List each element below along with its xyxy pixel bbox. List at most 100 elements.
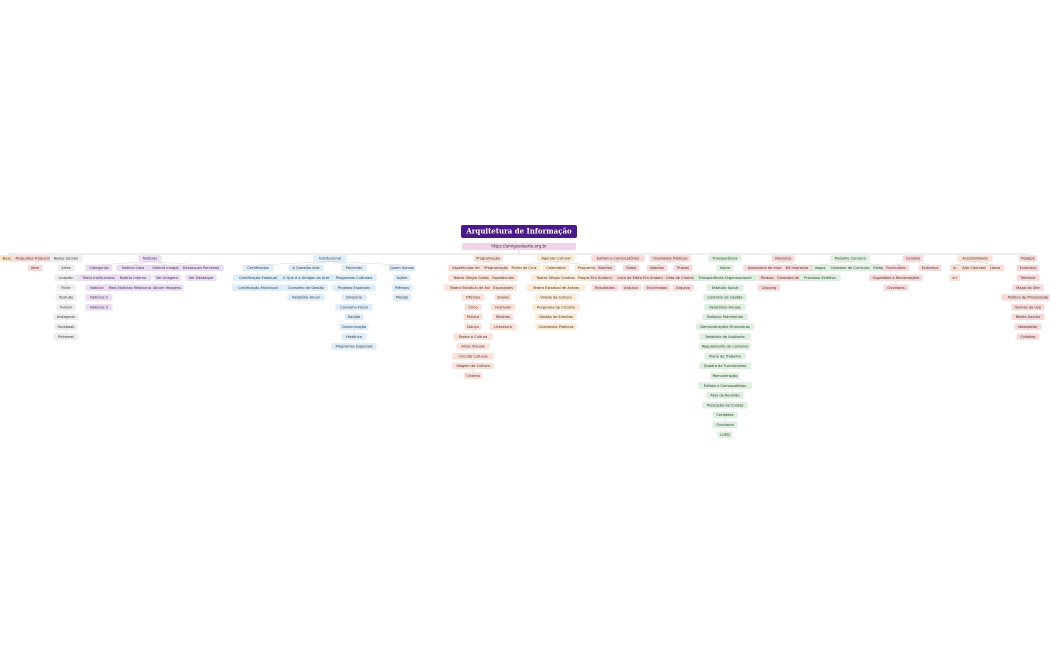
node-label: Cinema (466, 374, 480, 378)
node-label: Encerradas (647, 286, 667, 290)
connector (768, 261, 784, 266)
node-label: Circo (468, 305, 477, 309)
node-label: Mapa do Site (1016, 286, 1040, 290)
node-label: Transparência Organizacional (698, 276, 752, 280)
node-box (150, 284, 184, 291)
node-label: Redes Sociais (54, 257, 79, 261)
node-label: Chamadas Públicas (539, 325, 574, 329)
node-label: O Que é a Amigos da Arte (283, 276, 331, 280)
node-label: Ponto de Cruz (511, 266, 536, 270)
node-label: Mostras (496, 315, 510, 319)
node-label: Abertas (650, 266, 664, 270)
node-box (918, 264, 942, 272)
node-label: Demonstrações Financeiras (700, 325, 750, 329)
node-label: Política de Privacidade (1008, 296, 1049, 300)
node-label: Chamadas Públicas (653, 257, 688, 261)
node-label: Vagas (815, 266, 826, 270)
node-label: Imprensa (775, 257, 792, 261)
node-label: Youtube (59, 296, 74, 300)
node-label: Certificação Municipal (238, 286, 278, 290)
node-label: Prazos (677, 266, 689, 270)
connector (604, 261, 619, 266)
node-label: Kit Imprensa (786, 266, 809, 270)
node-label: Exposições (493, 286, 513, 290)
node-label: A- (953, 266, 957, 270)
node-box (1016, 333, 1040, 340)
node-label: Trabalhe Conosco (833, 257, 866, 261)
connector (895, 261, 914, 266)
title: Arquitetura de Informação (465, 227, 572, 236)
node-label: Resultados (595, 286, 615, 290)
node-label: Assessoria de Imprensa (748, 266, 791, 270)
node-label: Arquivo (624, 286, 638, 290)
node-label: Conselho Fiscal (340, 305, 368, 309)
node-label: Libras (990, 266, 1001, 270)
node-label: Programa 1 (578, 266, 599, 270)
node-label: Texto Institucional (82, 276, 116, 280)
node-box (799, 274, 841, 281)
node-box (232, 284, 284, 291)
connector (132, 261, 151, 266)
node-label: Programas Culturais (336, 276, 373, 280)
url: https://amigosdaarte.org.br (491, 244, 547, 249)
node-label: Relatórios Anuais (709, 305, 740, 309)
node-label: Artes (61, 266, 71, 270)
node-label: Atas de Reunião (710, 394, 739, 398)
node-label: Editais e Convocatórias (597, 257, 639, 261)
node-label: Telefone (1020, 276, 1037, 280)
node-label: Teatro Sérgio Cardoso (535, 276, 575, 280)
node-label: Certificação Estadual (239, 276, 277, 280)
node-label: Item (31, 266, 40, 270)
node-label: Programa 2 (578, 276, 599, 280)
node-label: Literatura (494, 325, 512, 329)
node-label: Álbum Imagens (153, 285, 181, 290)
node-label: Alto Contraste (962, 266, 989, 270)
node-box (53, 333, 79, 340)
node-label: Flickr (61, 286, 71, 290)
connector (149, 261, 202, 266)
node-label: Abertos (598, 266, 612, 270)
node-label: Newsletter (1018, 325, 1038, 329)
node-label: Facebook (58, 325, 76, 329)
connector (912, 261, 931, 266)
node-label: Programação (476, 257, 500, 261)
connector (819, 261, 851, 266)
connector (305, 261, 331, 266)
node-box (883, 284, 909, 291)
node-box (620, 284, 642, 291)
node-label: Notícias 2 (90, 296, 108, 300)
node-box (331, 343, 377, 350)
node-label: Festivais (495, 305, 511, 309)
node-label: Cadastro de Currículo (831, 266, 870, 270)
node-label: Ver Imagem (156, 276, 178, 280)
node-box (591, 284, 619, 291)
node-label: Espetáculos (492, 276, 514, 280)
node-label: Redes Sociais (1016, 315, 1041, 319)
node-label: Estágio (873, 266, 886, 270)
node-label: Shows (497, 296, 509, 300)
node-label: Lista de Editais (617, 276, 644, 280)
node-label: Teatro Estadual de Araras (449, 286, 496, 290)
node-label: Prêmios (395, 286, 409, 290)
node-label: Contatos de Imprensa (777, 276, 817, 280)
node-label: Mais Notícias Relacionadas (109, 286, 158, 290)
node-label: Ouvidoria (716, 423, 733, 427)
node-label: Remuneração (713, 374, 738, 378)
node-label: Sobre (720, 266, 731, 270)
node-label: Destaques Parceiros (183, 266, 220, 270)
connector (782, 261, 798, 266)
node-label: Ações (397, 276, 408, 280)
node-box (535, 323, 577, 330)
node-label: Estatuto Social (712, 286, 739, 290)
node-label: Comunicação (342, 325, 366, 329)
node-box (672, 284, 694, 291)
connector (669, 261, 684, 266)
node-label: Viagem de Cultura (456, 364, 490, 368)
node-label: Quem Somos (390, 266, 414, 270)
connector (954, 261, 976, 266)
node-label: Teatro Estadual de Araras (532, 286, 579, 290)
node-label: Pinterest (58, 335, 74, 339)
node-label: Balanço Patrimonial (707, 315, 743, 319)
node-label: Plano de Trabalho (709, 354, 741, 358)
